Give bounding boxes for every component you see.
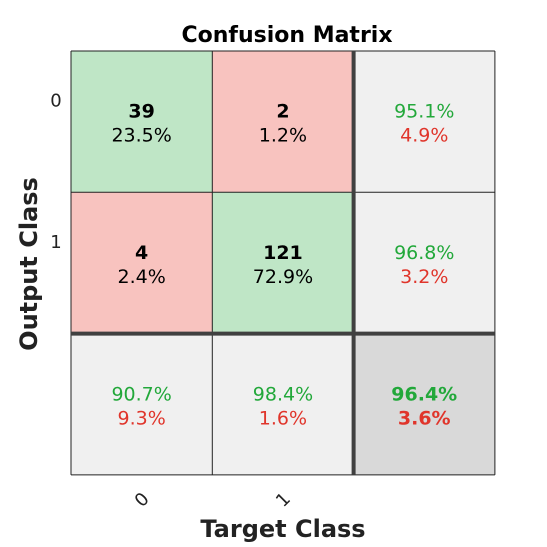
y-tick-label: 0 [50,91,61,112]
row-summary-correct: 96.8% [394,242,454,264]
row-summary-cell-1 [353,192,495,334]
cell-percent-label: 2.4% [118,266,166,288]
cell-percent-label: 23.5% [111,125,171,147]
matrix-cell-1-1 [212,192,354,334]
col-summary-correct: 90.7% [111,383,171,405]
row-summary-incorrect: 4.9% [400,125,448,147]
matrix-grid-lines [70,50,496,476]
chart-title: Confusion Matrix [181,23,392,48]
cell-count-label: 121 [263,242,303,264]
col-summary-cell-1 [212,333,354,475]
overall-incorrect: 3.6% [398,407,451,429]
y-axis-label: Output Class [15,177,43,351]
row-summary-incorrect: 3.2% [400,266,448,288]
x-tick-label: 0 [131,489,154,512]
x-tick-label: 1 [272,489,295,512]
row-summary-correct: 95.1% [394,101,454,123]
matrix-cell-1-0 [71,192,213,334]
cell-count-label: 4 [135,242,148,264]
overall-correct: 96.4% [391,383,457,405]
matrix-cell-0-0 [71,51,213,193]
matrix-cells [71,51,495,475]
col-summary-incorrect: 1.6% [259,407,307,429]
x-axis-label: Target Class [200,515,365,543]
y-tick-label: 1 [50,232,61,253]
cell-count-label: 2 [276,101,289,123]
cell-percent-label: 72.9% [253,266,313,288]
matrix-cell-labels: 3923.5%21.2%42.4%12172.9%95.1%4.9%96.8%3… [111,101,457,430]
cell-percent-label: 1.2% [259,125,307,147]
col-summary-correct: 98.4% [253,383,313,405]
overall-accuracy-cell [353,333,495,475]
cell-count-label: 39 [128,101,154,123]
col-summary-incorrect: 9.3% [118,407,166,429]
matrix-cell-0-1 [212,51,354,193]
col-summary-cell-0 [71,333,213,475]
row-summary-cell-0 [353,51,495,193]
